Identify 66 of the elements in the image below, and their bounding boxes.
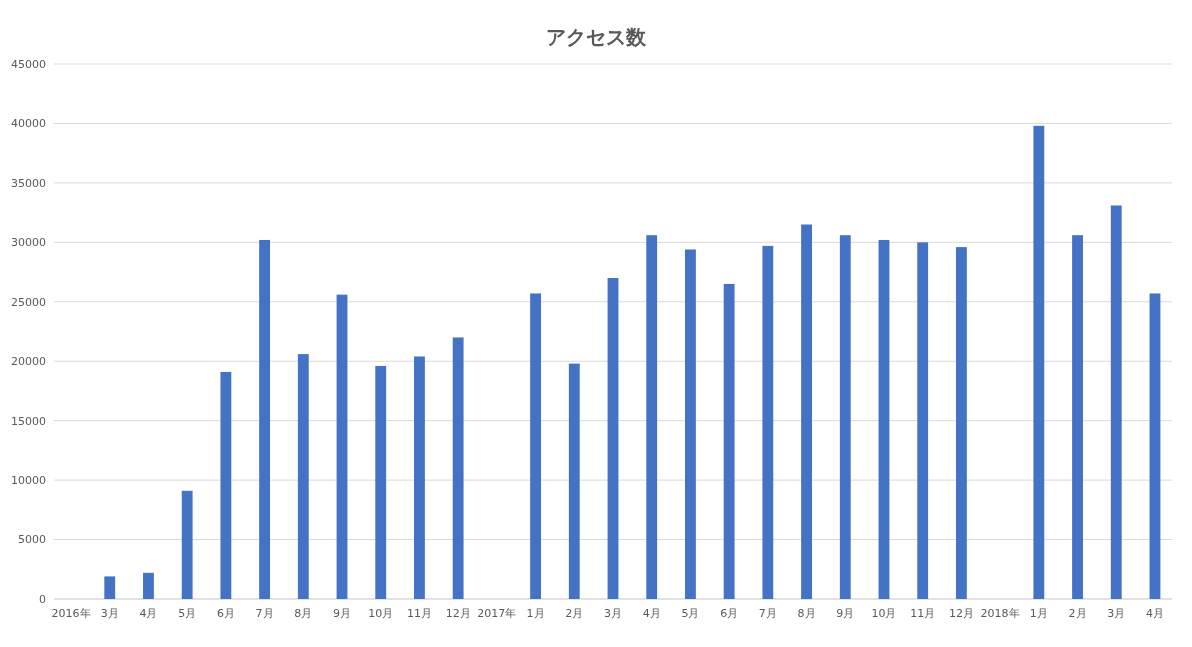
bar	[607, 278, 619, 599]
chart-title: アクセス数	[546, 25, 647, 49]
x-tick-label: 2016年	[51, 607, 91, 620]
y-tick-label: 35000	[11, 176, 46, 190]
x-tick-label: 10月	[871, 607, 897, 620]
bar	[878, 239, 890, 599]
x-tick-label: 2月	[565, 607, 584, 620]
bar	[336, 294, 348, 599]
y-tick-label: 5000	[18, 533, 46, 547]
x-tick-label: 6月	[216, 607, 235, 620]
y-tick-label: 45000	[11, 57, 46, 71]
bar	[452, 337, 464, 599]
bar	[259, 239, 271, 599]
x-tick-label: 8月	[797, 607, 816, 620]
bar	[181, 490, 193, 599]
bar	[1110, 205, 1122, 599]
bar	[723, 283, 735, 599]
bar	[104, 576, 116, 599]
bar	[530, 293, 541, 599]
bar	[839, 235, 851, 599]
bar	[801, 224, 812, 599]
bar	[375, 365, 387, 599]
x-tick-label: 7月	[758, 607, 777, 620]
x-tick-label: 12月	[948, 607, 974, 620]
y-tick-label: 15000	[11, 414, 46, 428]
y-tick-label: 20000	[11, 355, 46, 369]
bar	[917, 242, 929, 599]
bar	[685, 249, 696, 599]
x-tick-label: 3月	[1107, 607, 1126, 620]
bar	[1072, 235, 1083, 599]
x-tick-label: 4月	[642, 607, 661, 620]
x-tick-label: 5月	[681, 607, 700, 620]
y-tick-label: 25000	[11, 295, 46, 309]
bar	[1149, 293, 1161, 599]
x-tick-label: 9月	[836, 607, 855, 620]
bar	[143, 572, 154, 599]
y-tick-label: 10000	[11, 473, 46, 487]
x-tick-label: 11月	[406, 607, 432, 620]
x-tick-label: 8月	[294, 607, 313, 620]
x-tick-label: 4月	[1145, 607, 1164, 620]
bar	[414, 356, 425, 599]
bar	[955, 247, 967, 599]
x-tick-label: 11月	[910, 607, 936, 620]
x-tick-label: 2月	[1068, 607, 1087, 620]
bar	[646, 235, 658, 599]
x-tick-label: 1月	[526, 607, 545, 620]
y-tick-label: 0	[39, 592, 46, 606]
x-tick-label: 10月	[368, 607, 394, 620]
bar	[1033, 125, 1045, 599]
x-tick-label: 9月	[333, 607, 352, 620]
x-tick-label: 7月	[255, 607, 274, 620]
x-tick-label: 3月	[100, 607, 119, 620]
x-tick-label: 2018年	[980, 607, 1020, 620]
y-tick-label: 40000	[11, 117, 46, 131]
x-tick-label: 3月	[604, 607, 622, 620]
x-tick-label: 5月	[178, 607, 197, 620]
x-tick-label: 4月	[139, 607, 158, 620]
x-tick-label: 12月	[445, 607, 471, 620]
x-tick-label: 6月	[720, 607, 739, 620]
x-tick-label: 2017年	[477, 607, 517, 620]
bar	[220, 371, 232, 599]
bar	[568, 363, 580, 599]
bar	[297, 354, 309, 599]
y-tick-label: 30000	[11, 236, 46, 250]
bar	[762, 245, 774, 599]
x-tick-label: 1月	[1029, 607, 1048, 620]
